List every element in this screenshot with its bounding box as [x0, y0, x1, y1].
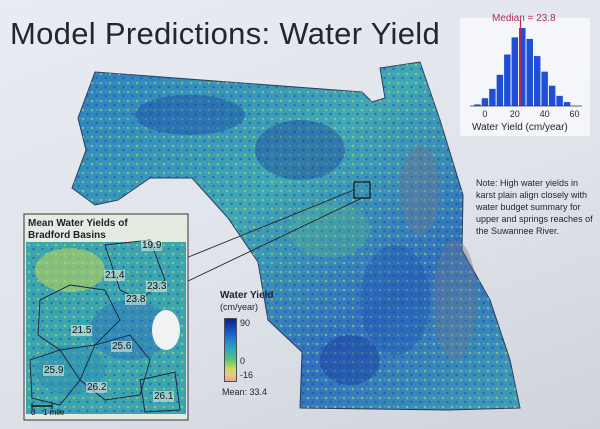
basin-value: 23.3 [146, 281, 168, 292]
scale-zero-label: 0 [31, 408, 36, 417]
histogram-bar [563, 102, 571, 106]
histogram-tick-label: 40 [539, 109, 550, 119]
basin-value: 23.8 [125, 294, 147, 305]
histogram-bar [548, 85, 556, 106]
basin-value: 21.5 [71, 325, 93, 336]
note-text: Note: High water yields in karst plain a… [476, 178, 593, 236]
legend-max-label: 90 [240, 318, 251, 328]
inset-title: Mean Water Yields of Bradford Basins [28, 218, 128, 241]
histogram-bar [556, 95, 563, 106]
histogram-tick-label: 20 [509, 109, 520, 119]
histogram-x-label: Water Yield (cm/year) [472, 122, 568, 133]
histogram-bar [526, 38, 533, 106]
legend-mean: Mean: 33.4 [222, 387, 268, 397]
histogram-median-label: Median = 23.8 [492, 13, 556, 24]
histogram-bar [481, 98, 489, 106]
histogram-bar [474, 104, 481, 106]
histogram-chart [470, 20, 582, 107]
histogram-tick-label: 0 [482, 109, 488, 119]
histogram-bar [504, 54, 511, 106]
histogram-tick-label: 60 [569, 109, 580, 119]
histogram-bar [496, 74, 504, 106]
slide-title: Model Predictions: Water Yield [10, 16, 440, 51]
legend-min-label: -16 [240, 370, 254, 380]
legend-colorbar [224, 318, 237, 382]
basin-value: 25.9 [43, 365, 65, 376]
legend-title: Water Yield [220, 290, 274, 301]
histogram-bar [541, 71, 548, 106]
histogram-bar [533, 56, 541, 106]
basin-value: 21.4 [104, 270, 126, 281]
basin-value: 26.1 [153, 391, 175, 402]
histogram-bar [489, 88, 496, 106]
scale-mile-label: 1 mile [43, 408, 65, 417]
basin-value: 19.9 [141, 240, 163, 251]
basin-value: 26.2 [86, 382, 108, 393]
legend-units: (cm/year) [220, 302, 258, 312]
legend-zero-label: 0 [240, 356, 246, 366]
basin-value: 25.6 [111, 341, 133, 352]
histogram-bar [519, 28, 526, 106]
histogram-bar [511, 37, 519, 106]
